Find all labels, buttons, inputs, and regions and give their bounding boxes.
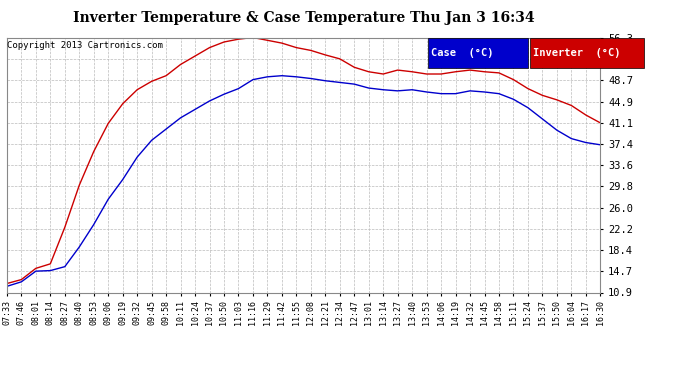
Text: Inverter Temperature & Case Temperature Thu Jan 3 16:34: Inverter Temperature & Case Temperature … [72, 11, 535, 25]
Text: Inverter  (°C): Inverter (°C) [533, 48, 621, 57]
Text: Copyright 2013 Cartronics.com: Copyright 2013 Cartronics.com [7, 41, 163, 50]
Text: Case  (°C): Case (°C) [431, 48, 494, 57]
